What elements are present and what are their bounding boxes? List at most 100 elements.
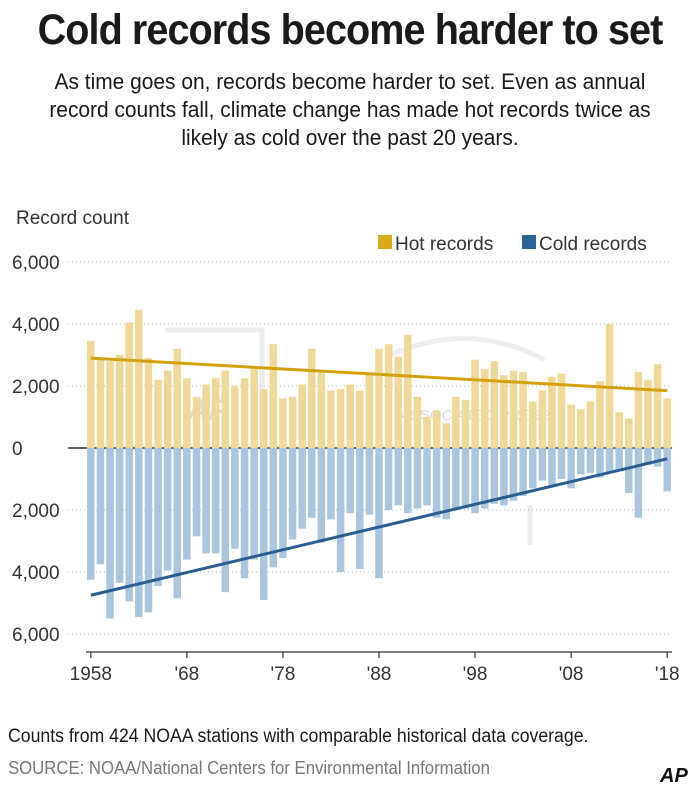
ap-logo: AP bbox=[660, 765, 688, 787]
hot-bar bbox=[519, 372, 527, 448]
cold-bar bbox=[634, 448, 643, 518]
hot-bar bbox=[615, 412, 623, 448]
hot-bar bbox=[644, 379, 652, 448]
cold-bar bbox=[394, 448, 402, 506]
cold-bar bbox=[375, 448, 383, 579]
hot-bar bbox=[538, 390, 547, 448]
cold-bar bbox=[356, 448, 364, 569]
cold-bar bbox=[500, 448, 508, 506]
x-tick-label: '88 bbox=[367, 664, 392, 685]
cold-bar bbox=[346, 448, 354, 514]
hot-bar bbox=[461, 399, 470, 448]
cold-bar bbox=[490, 448, 499, 504]
cold-bar bbox=[173, 448, 182, 599]
hot-bar bbox=[163, 370, 172, 448]
hot-bar bbox=[202, 384, 210, 448]
cold-bar bbox=[96, 448, 105, 565]
hot-bar bbox=[663, 398, 671, 448]
cold-bar bbox=[528, 448, 537, 489]
cold-bar bbox=[192, 448, 201, 537]
hot-bar bbox=[346, 384, 354, 448]
cold-bar bbox=[279, 448, 287, 559]
cold-bar bbox=[327, 448, 335, 520]
hot-bar bbox=[279, 398, 287, 448]
hot-bar bbox=[356, 390, 364, 448]
cold-bar bbox=[663, 448, 671, 492]
cold-bar bbox=[87, 448, 95, 580]
cold-bar bbox=[452, 448, 460, 510]
cold-bar bbox=[404, 448, 412, 514]
hot-bar bbox=[471, 359, 479, 448]
x-tick-labels: 1958 '68 '78 '88 '98 '08 '18 bbox=[70, 651, 680, 685]
cold-bar bbox=[653, 448, 662, 467]
hot-bar bbox=[269, 344, 278, 448]
hot-bar bbox=[586, 401, 595, 448]
y-axis-label: Record count bbox=[16, 208, 130, 229]
chart-title: Cold records become harder to set bbox=[37, 6, 664, 54]
x-tick-label: '08 bbox=[559, 664, 584, 685]
hot-bar bbox=[336, 389, 345, 448]
hot-bar bbox=[115, 355, 124, 448]
cold-bar bbox=[365, 448, 374, 515]
hot-bar bbox=[317, 370, 326, 448]
hot-bar bbox=[423, 417, 431, 448]
cold-bar bbox=[625, 448, 633, 493]
hot-bar bbox=[125, 322, 133, 448]
chart-subtitle: As time goes on, records become harder t… bbox=[49, 69, 651, 150]
y-tick-label: 2,000 bbox=[12, 501, 60, 522]
cold-bar bbox=[596, 448, 604, 478]
hot-bar bbox=[259, 389, 268, 448]
cold-bar bbox=[183, 448, 191, 560]
hot-bar bbox=[298, 384, 306, 448]
hot-bar bbox=[548, 376, 556, 448]
y-tick-label: 6,000 bbox=[12, 625, 60, 646]
cold-bar bbox=[442, 448, 450, 520]
legend: Hot records Cold records bbox=[378, 234, 647, 255]
cold-bar bbox=[250, 448, 258, 560]
hot-bar bbox=[211, 378, 220, 448]
x-tick-label: '78 bbox=[271, 664, 296, 685]
cold-bar bbox=[288, 448, 297, 540]
chart-canvas: AP ASSOCIATED PRESS Record count 6,0004,… bbox=[12, 208, 680, 685]
hot-bar bbox=[404, 334, 412, 448]
cold-bar bbox=[259, 448, 268, 600]
cold-bar bbox=[548, 448, 556, 486]
cold-bar bbox=[538, 448, 547, 481]
hot-bar bbox=[106, 361, 114, 448]
cold-bar bbox=[509, 448, 518, 501]
hot-bar bbox=[240, 378, 249, 448]
cold-bar bbox=[519, 448, 527, 497]
cold-bar bbox=[432, 448, 441, 518]
cold-bar bbox=[221, 448, 230, 593]
hot-bar bbox=[96, 359, 105, 448]
cold-bar bbox=[567, 448, 575, 489]
hot-bar bbox=[557, 373, 566, 448]
hot-bar bbox=[365, 373, 374, 448]
cold-bar bbox=[557, 448, 566, 479]
hot-bar bbox=[528, 401, 537, 448]
hot-bar bbox=[653, 364, 662, 448]
cold-bar bbox=[240, 448, 249, 579]
cold-bar bbox=[576, 448, 585, 475]
hot-bar bbox=[634, 372, 643, 448]
cold-bar bbox=[144, 448, 153, 613]
cold-bar bbox=[106, 448, 114, 619]
hot-bar bbox=[221, 370, 230, 448]
hot-bar bbox=[308, 348, 316, 448]
hot-bar bbox=[144, 358, 153, 448]
legend-label-hot: Hot records bbox=[395, 234, 493, 255]
hot-bar bbox=[413, 396, 422, 448]
cold-bar bbox=[211, 448, 220, 554]
hot-bar bbox=[192, 396, 201, 448]
cold-bar bbox=[308, 448, 316, 518]
legend-swatch-cold bbox=[522, 235, 536, 249]
cold-bar bbox=[298, 448, 306, 529]
legend-swatch-hot bbox=[378, 235, 392, 249]
hot-bar bbox=[384, 344, 393, 448]
chart-source: SOURCE: NOAA/National Centers for Enviro… bbox=[8, 758, 490, 778]
cold-bar bbox=[586, 448, 595, 473]
hot-bar bbox=[576, 409, 585, 448]
cold-bar bbox=[605, 448, 614, 473]
hot-bar bbox=[442, 423, 450, 448]
cold-bar bbox=[163, 448, 172, 571]
